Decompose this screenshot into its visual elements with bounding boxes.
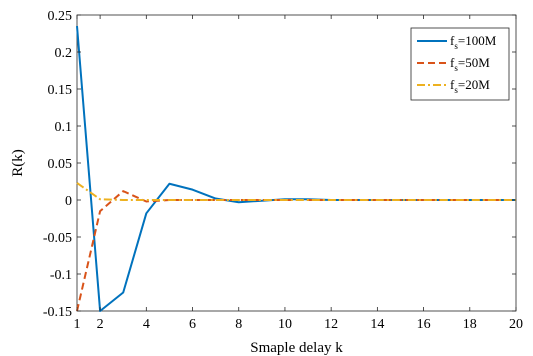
y-axis-label: R(k): [10, 149, 26, 177]
x-tick-label: 8: [235, 317, 242, 332]
x-tick-label: 16: [417, 317, 431, 332]
x-tick-label: 12: [324, 317, 338, 332]
y-tick-label: 0.2: [55, 46, 73, 61]
y-tick-label: -0.1: [50, 268, 72, 283]
legend-label-1: fs=100M: [450, 33, 497, 51]
x-tick-label: 20: [509, 317, 523, 332]
x-axis-label: Smaple delay k: [250, 340, 343, 356]
legend-label-3: fs=20M: [450, 77, 490, 95]
y-tick-label: 0.1: [55, 120, 73, 135]
series-line-3: [76, 182, 516, 201]
y-tick-label: 0.25: [48, 9, 73, 24]
x-tick-label: 2: [97, 317, 104, 332]
y-tick-label: -0.15: [43, 305, 72, 320]
legend-label-2: fs=50M: [450, 55, 490, 73]
x-tick-label: 18: [463, 317, 477, 332]
x-tick-label: 6: [189, 317, 196, 332]
legend: fs=100M fs=50M fs=20M: [410, 27, 510, 101]
x-tick-label: 10: [278, 317, 292, 332]
x-tick-label: 14: [370, 317, 384, 332]
y-tick-label: 0.05: [48, 157, 73, 172]
series-group: [76, 26, 516, 312]
x-tick-label: 1: [74, 317, 81, 332]
x-tick-label: 4: [143, 317, 150, 332]
ticks-group: 1 2 4 6 8 10 12 14 16 18 20-0.15-0.1-0.0500.050.10…: [43, 9, 523, 332]
y-tick-label: 0.15: [48, 83, 73, 98]
y-tick-label: 0: [65, 194, 72, 209]
y-tick-label: -0.05: [43, 231, 72, 246]
